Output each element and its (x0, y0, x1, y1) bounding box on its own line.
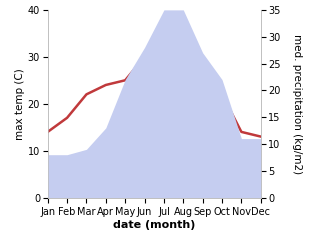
X-axis label: date (month): date (month) (113, 220, 196, 230)
Y-axis label: med. precipitation (kg/m2): med. precipitation (kg/m2) (292, 34, 302, 174)
Y-axis label: max temp (C): max temp (C) (15, 68, 25, 140)
